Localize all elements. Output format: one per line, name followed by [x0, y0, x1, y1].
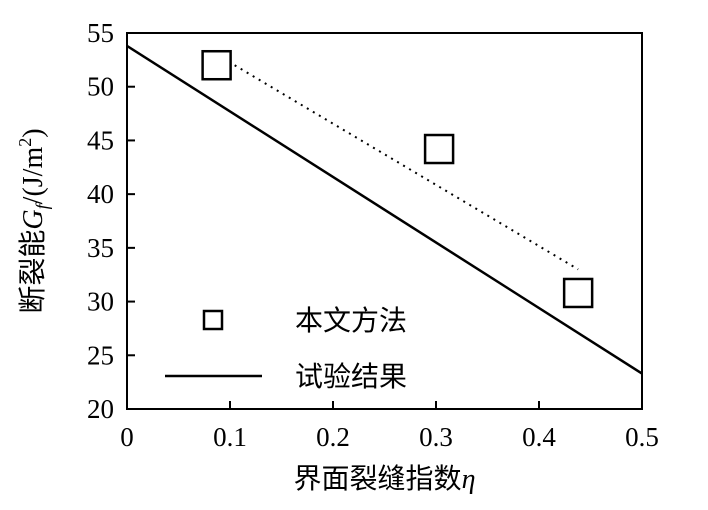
x-axis-label: 界面裂缝指数η: [294, 463, 476, 495]
legend-marker-square: [202, 309, 224, 331]
x-ticks: 0 0.1 0.2 0.3 0.4 0.5: [120, 401, 659, 452]
legend-label: 试验结果: [295, 361, 407, 393]
dotted-trend-line: [216, 53, 579, 271]
y-tick-label: 30: [87, 287, 114, 317]
y-axis-label-subscript: f: [32, 201, 52, 209]
y-tick-label: 20: [87, 394, 114, 424]
x-tick-label: 0.5: [625, 422, 659, 452]
y-tick-label: 50: [87, 72, 114, 102]
x-tick-label: 0.2: [316, 422, 350, 452]
y-axis-label-unit-close: ): [18, 128, 49, 137]
y-tick-label: 55: [87, 18, 114, 48]
y-ticks: 20 25 30 35 40 45 50 55: [87, 18, 135, 424]
y-axis-label-unit: /(J/m: [18, 147, 49, 205]
y-tick-label: 35: [87, 233, 114, 263]
y-axis-label-text: 断裂能: [17, 230, 49, 314]
x-tick-label: 0.1: [213, 422, 247, 452]
data-point: [201, 49, 232, 81]
y-tick-label: 45: [87, 125, 114, 155]
y-tick-label: 40: [87, 179, 114, 209]
plot-frame: [126, 32, 643, 410]
points-layer: [201, 49, 594, 309]
y-axis-label-unit-power: 2: [15, 138, 35, 147]
data-point: [562, 277, 594, 309]
data-point: [423, 133, 455, 165]
y-axis-label-symbol: G: [18, 209, 49, 229]
y-axis-label: 断裂能Gf/(J/m2): [15, 128, 52, 313]
x-tick-label: 0.4: [522, 422, 556, 452]
x-axis-label-text: 界面裂缝指数: [294, 463, 462, 495]
y-tick-label: 25: [87, 340, 114, 370]
series-line-1: [126, 44, 643, 375]
x-tick-label: 0.3: [419, 422, 453, 452]
legend-label: 本文方法: [295, 305, 407, 337]
x-tick-label: 0: [120, 422, 134, 452]
lines-layer: [126, 44, 643, 375]
x-axis-label-symbol: η: [462, 464, 476, 495]
